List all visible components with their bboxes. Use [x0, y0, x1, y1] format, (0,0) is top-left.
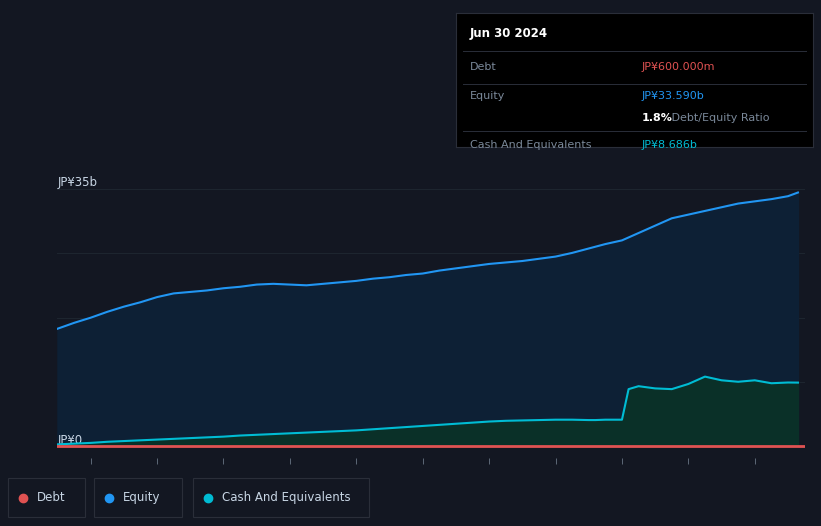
- Text: Equity: Equity: [470, 92, 505, 102]
- Text: Equity: Equity: [123, 491, 161, 504]
- Text: Debt/Equity Ratio: Debt/Equity Ratio: [668, 113, 769, 123]
- Text: JP¥600.000m: JP¥600.000m: [641, 62, 715, 72]
- Text: Debt: Debt: [470, 62, 497, 72]
- FancyBboxPatch shape: [94, 478, 182, 518]
- Text: 1.8%: 1.8%: [641, 113, 672, 123]
- FancyBboxPatch shape: [8, 478, 85, 518]
- Text: Cash And Equivalents: Cash And Equivalents: [222, 491, 351, 504]
- Text: Jun 30 2024: Jun 30 2024: [470, 27, 548, 40]
- FancyBboxPatch shape: [193, 478, 369, 518]
- Text: Debt: Debt: [37, 491, 66, 504]
- Text: JP¥8.686b: JP¥8.686b: [641, 139, 697, 149]
- Text: Cash And Equivalents: Cash And Equivalents: [470, 139, 591, 149]
- Text: JP¥33.590b: JP¥33.590b: [641, 92, 704, 102]
- Text: JP¥0: JP¥0: [57, 433, 83, 447]
- Text: JP¥35b: JP¥35b: [57, 176, 98, 189]
